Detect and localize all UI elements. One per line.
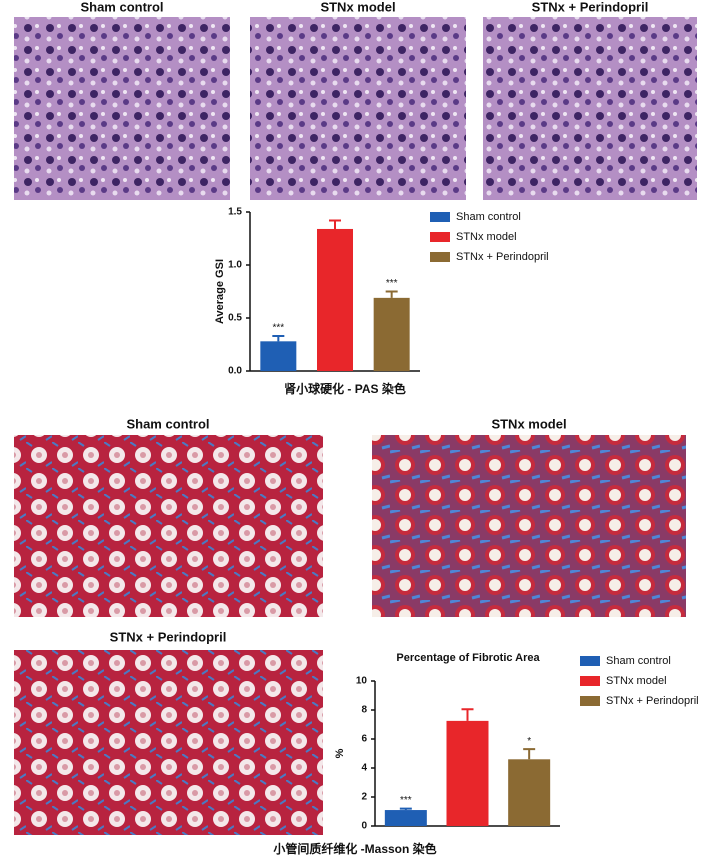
legend-swatch [430, 252, 450, 262]
y-tick-label: 8 [361, 705, 367, 716]
histology-image [14, 650, 323, 835]
significance-label: * [527, 736, 531, 747]
x-axis-label: 肾小球硬化 - PAS 染色 [284, 381, 406, 396]
y-tick-label: 0.0 [228, 366, 242, 377]
panel-label: STNx model [320, 0, 395, 14]
bar [317, 228, 353, 371]
panel-label: STNx model [491, 416, 566, 431]
legend-label: Sham control [456, 211, 521, 223]
y-tick-label: 0.5 [228, 313, 242, 324]
legend-swatch [580, 656, 600, 666]
chart-title: Percentage of Fibrotic Area [396, 652, 540, 664]
y-axis-label: % [334, 748, 346, 758]
legend-swatch [580, 676, 600, 686]
legend-label: STNx model [606, 675, 667, 687]
y-tick-label: 2 [361, 792, 367, 803]
panel-label: Sham control [126, 416, 209, 431]
y-tick-label: 1.0 [228, 260, 242, 271]
histology-image [14, 17, 230, 200]
y-tick-label: 0 [361, 821, 367, 832]
bar [373, 297, 410, 371]
significance-label: *** [272, 323, 284, 334]
legend-swatch [430, 212, 450, 222]
error-bar [399, 807, 412, 811]
legend-label: STNx + Perindopril [456, 251, 549, 263]
panel-label: STNx + Perindopril [532, 0, 649, 14]
y-tick-label: 4 [361, 763, 367, 774]
bar [260, 341, 297, 371]
x-axis-label: 小管间质纤维化 -Masson 染色 [273, 841, 436, 856]
error-bar [461, 708, 474, 721]
bar [508, 759, 551, 826]
bar [446, 720, 489, 826]
panel-label: STNx + Perindopril [110, 629, 227, 644]
y-axis-label: Average GSI [214, 259, 226, 324]
significance-label: *** [400, 795, 412, 806]
histology-image [250, 17, 466, 200]
histology-image [14, 435, 323, 617]
panel-label: Sham control [80, 0, 163, 14]
y-tick-label: 10 [356, 676, 368, 687]
legend-swatch [580, 696, 600, 706]
y-tick-label: 6 [361, 734, 367, 745]
y-tick-label: 1.5 [228, 207, 242, 218]
legend-label: Sham control [606, 655, 671, 667]
legend-label: STNx model [456, 231, 517, 243]
significance-label: *** [386, 278, 398, 289]
error-bar [385, 290, 398, 298]
histology-image [483, 17, 697, 200]
error-bar [523, 748, 536, 760]
legend-swatch [430, 232, 450, 242]
error-bar [272, 335, 285, 342]
histology-image [372, 435, 686, 617]
legend-label: STNx + Perindopril [606, 695, 699, 707]
error-bar [329, 219, 341, 229]
bar [384, 810, 427, 826]
